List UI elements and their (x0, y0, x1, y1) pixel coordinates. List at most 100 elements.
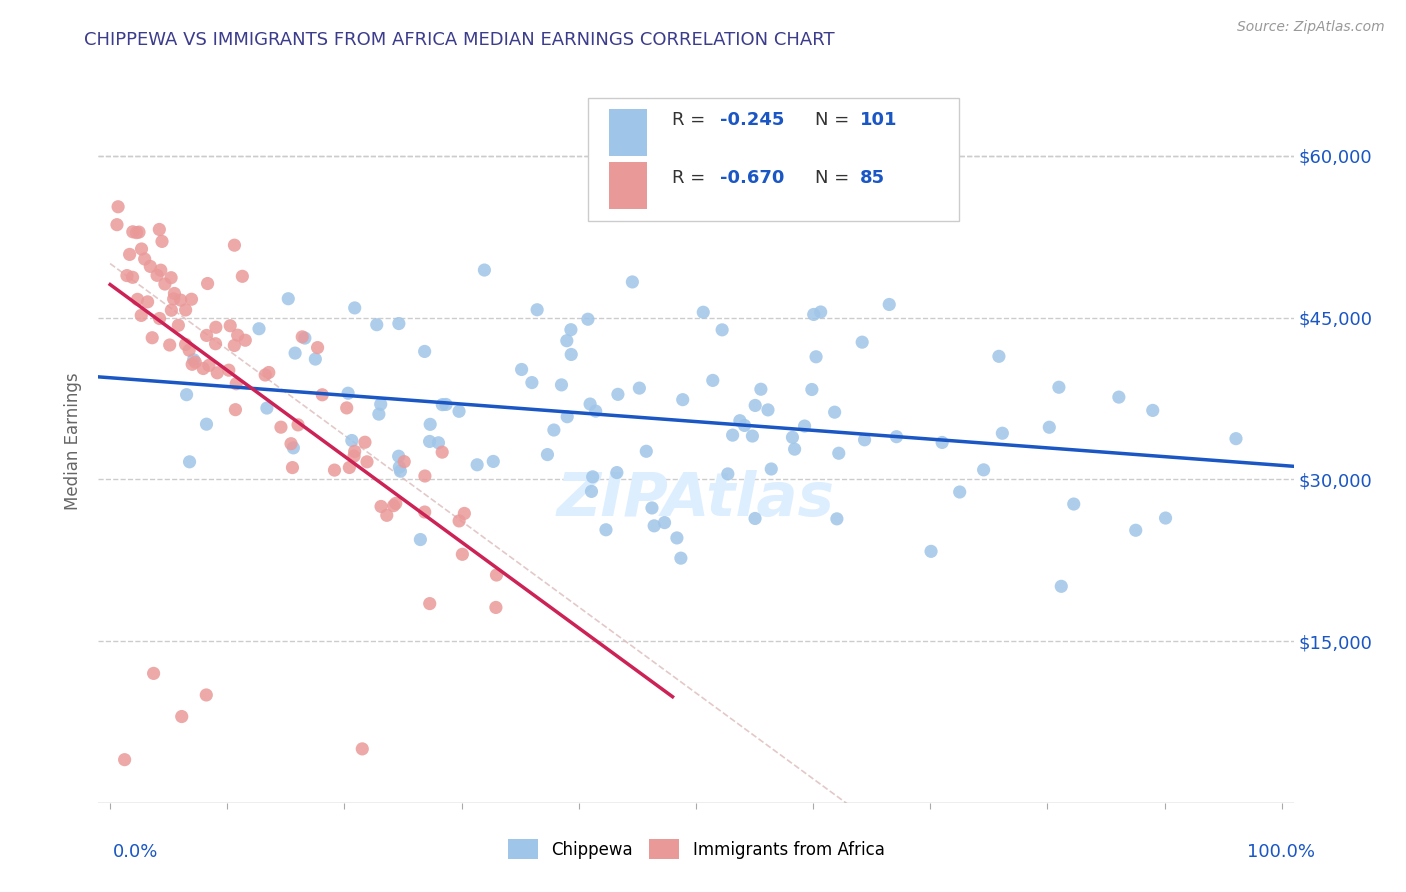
Point (163, 286, 186, 301)
Point (810, 305, 832, 319)
Point (257, 366, 280, 380)
Point (886, 430, 908, 444)
Point (142, 666, 165, 681)
Point (1050, 579, 1073, 593)
Point (153, 277, 176, 291)
Point (389, 464, 412, 478)
Point (1038, 420, 1060, 434)
Point (536, 448, 558, 462)
Point (218, 363, 240, 377)
Point (851, 335, 873, 350)
Point (125, 226, 148, 240)
Point (543, 423, 565, 437)
Text: -0.670: -0.670 (720, 169, 785, 186)
Point (180, 292, 202, 306)
Point (560, 347, 582, 361)
Point (337, 460, 360, 475)
Point (582, 470, 605, 484)
Point (174, 337, 197, 351)
Point (672, 392, 695, 407)
Point (176, 387, 198, 401)
Point (114, 753, 136, 767)
Point (576, 312, 599, 326)
Point (1108, 390, 1130, 404)
Point (254, 368, 277, 382)
Point (388, 317, 411, 331)
Point (702, 373, 724, 387)
Point (179, 343, 201, 358)
Point (323, 463, 346, 477)
Point (170, 293, 193, 307)
Point (485, 568, 508, 582)
Point (224, 402, 246, 417)
Point (219, 318, 242, 333)
Point (343, 444, 366, 458)
Point (828, 446, 851, 460)
Point (115, 268, 138, 283)
Y-axis label: Median Earnings: Median Earnings (65, 373, 83, 510)
Text: N =: N = (815, 169, 855, 186)
Point (643, 519, 665, 533)
Point (526, 302, 548, 317)
Point (734, 418, 756, 433)
Point (224, 338, 246, 352)
Point (711, 323, 734, 337)
Point (877, 297, 900, 311)
Point (148, 222, 170, 236)
Point (149, 263, 172, 277)
Point (744, 399, 766, 413)
Point (585, 404, 607, 418)
Point (973, 463, 995, 477)
Point (207, 366, 229, 380)
Point (824, 405, 846, 419)
Point (555, 334, 578, 348)
Point (413, 505, 436, 519)
Point (555, 409, 578, 424)
Point (692, 305, 714, 319)
Point (606, 387, 628, 401)
Point (195, 328, 218, 343)
Point (366, 318, 388, 332)
Point (853, 433, 876, 447)
Point (340, 434, 363, 448)
Point (741, 429, 763, 443)
Point (294, 331, 316, 345)
Point (427, 435, 450, 450)
Point (419, 434, 441, 449)
Point (550, 377, 572, 392)
Point (127, 293, 149, 307)
Point (449, 514, 471, 528)
Point (388, 449, 411, 463)
Point (181, 357, 204, 371)
Text: 101: 101 (859, 111, 897, 129)
Point (336, 401, 359, 415)
Point (356, 455, 378, 469)
Point (581, 484, 603, 499)
Point (121, 225, 143, 239)
Point (991, 426, 1014, 441)
Point (287, 417, 309, 432)
Point (520, 376, 543, 390)
Point (148, 311, 170, 326)
Point (419, 597, 441, 611)
Text: CHIPPEWA VS IMMIGRANTS FROM AFRICA MEDIAN EARNINGS CORRELATION CHART: CHIPPEWA VS IMMIGRANTS FROM AFRICA MEDIA… (84, 31, 835, 49)
Point (804, 350, 827, 364)
Point (205, 320, 228, 334)
Point (783, 442, 806, 457)
Point (392, 455, 415, 469)
Point (451, 547, 474, 561)
Point (665, 531, 688, 545)
Point (281, 460, 304, 475)
Point (118, 247, 141, 261)
Point (382, 499, 405, 513)
Point (160, 303, 183, 318)
Point (419, 417, 441, 432)
Point (1047, 380, 1070, 394)
Point (447, 404, 470, 418)
Text: N =: N = (815, 111, 855, 129)
Point (728, 414, 751, 428)
Point (150, 235, 173, 249)
Point (1225, 432, 1247, 446)
Point (256, 401, 278, 415)
Point (139, 260, 162, 274)
